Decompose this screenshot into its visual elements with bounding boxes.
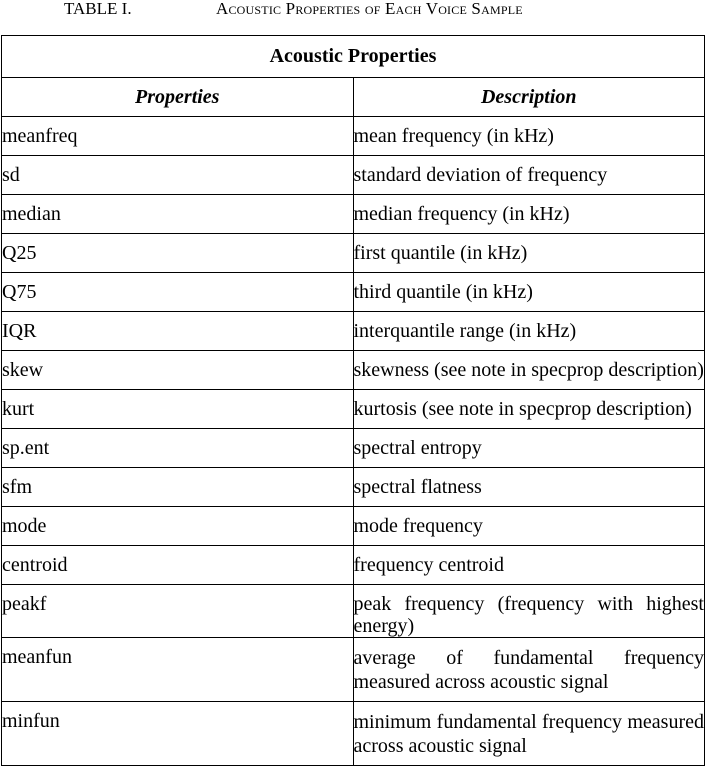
table-row: centroid frequency centroid	[1, 545, 705, 585]
table-row: kurt kurtosis (see note in specprop desc…	[1, 389, 705, 429]
property-cell: skew	[1, 350, 354, 390]
description-cell: mean frequency (in kHz)	[352, 116, 705, 156]
table-caption: TABLE I. Acoustic Properties of Each Voi…	[0, 0, 706, 30]
property-cell: Q75	[1, 272, 354, 312]
acoustic-properties-table: Acoustic Properties Properties Descripti…	[1, 35, 705, 766]
table-row: peakf peak frequency (frequency with hig…	[1, 584, 705, 638]
description-cell: minimum fundamental frequency measured a…	[352, 701, 705, 766]
description-cell: average of fundamental frequency measure…	[352, 637, 705, 702]
property-cell: Q25	[1, 233, 354, 273]
property-cell: sfm	[1, 467, 354, 507]
column-header-properties: Properties	[1, 77, 354, 117]
property-cell: centroid	[1, 545, 354, 585]
property-cell: sd	[1, 155, 354, 195]
property-cell: meanfun	[1, 637, 354, 702]
property-cell: IQR	[1, 311, 354, 351]
table-row: sfm spectral flatness	[1, 467, 705, 507]
table-row: sp.ent spectral entropy	[1, 428, 705, 468]
table-row: minfun minimum fundamental frequency mea…	[1, 701, 705, 766]
description-cell: skewness (see note in specprop descripti…	[352, 350, 705, 390]
description-cell: frequency centroid	[352, 545, 705, 585]
property-cell: median	[1, 194, 354, 234]
table-row: Q75 third quantile (in kHz)	[1, 272, 705, 312]
description-cell: first quantile (in kHz)	[352, 233, 705, 273]
table-number: TABLE I.	[64, 0, 132, 18]
description-cell: spectral flatness	[352, 467, 705, 507]
column-header-description: Description	[352, 77, 705, 117]
property-cell: kurt	[1, 389, 354, 429]
table-row: median median frequency (in kHz)	[1, 194, 705, 234]
description-cell: interquantile range (in kHz)	[352, 311, 705, 351]
table-row: meanfreq mean frequency (in kHz)	[1, 116, 705, 156]
table-group-header: Acoustic Properties	[1, 35, 705, 78]
table-row: skew skewness (see note in specprop desc…	[1, 350, 705, 390]
property-cell: mode	[1, 506, 354, 546]
description-cell: mode frequency	[352, 506, 705, 546]
description-cell: spectral entropy	[352, 428, 705, 468]
table-row: mode mode frequency	[1, 506, 705, 546]
table-row: IQR interquantile range (in kHz)	[1, 311, 705, 351]
table-row: sd standard deviation of frequency	[1, 155, 705, 195]
property-cell: meanfreq	[1, 116, 354, 156]
description-cell: kurtosis (see note in specprop descripti…	[352, 389, 705, 429]
table-row: Q25 first quantile (in kHz)	[1, 233, 705, 273]
property-cell: sp.ent	[1, 428, 354, 468]
property-cell: peakf	[1, 584, 354, 638]
description-cell: median frequency (in kHz)	[352, 194, 705, 234]
description-cell: third quantile (in kHz)	[352, 272, 705, 312]
description-cell: standard deviation of frequency	[352, 155, 705, 195]
property-cell: minfun	[1, 701, 354, 766]
table-title: Acoustic Properties of Each Voice Sample	[216, 0, 523, 18]
table-row: meanfun average of fundamental frequency…	[1, 637, 705, 702]
description-cell: peak frequency (frequency with highest e…	[352, 584, 705, 638]
